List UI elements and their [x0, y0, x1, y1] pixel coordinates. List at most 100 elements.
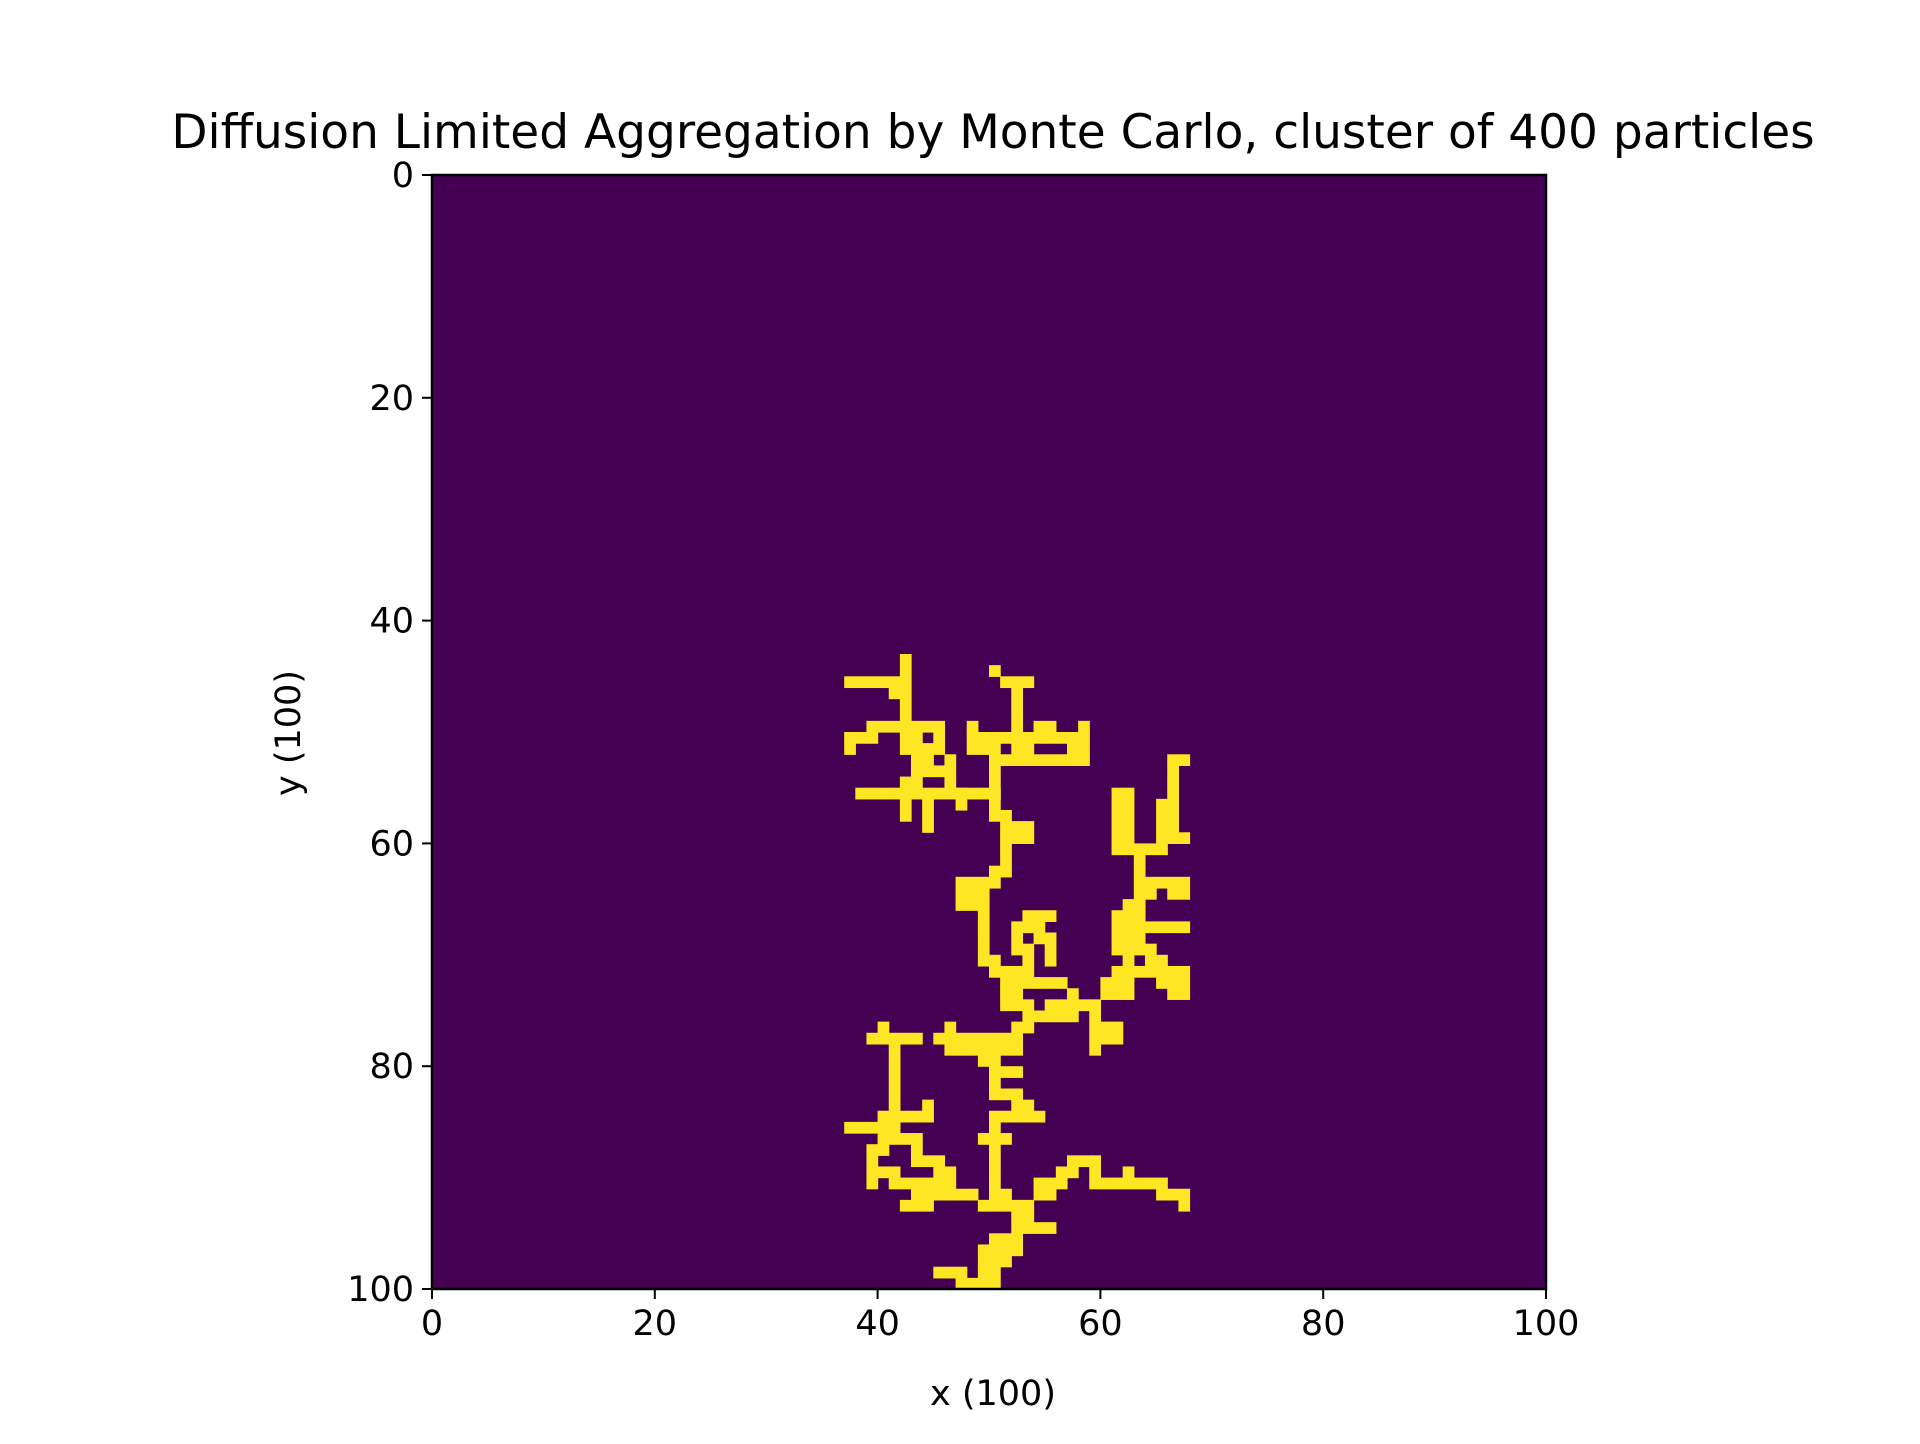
particle-cell	[1055, 1166, 1068, 1179]
particle-cell	[911, 1199, 923, 1212]
particle-cell	[888, 1088, 901, 1101]
particle-cell	[1178, 1188, 1191, 1201]
particle-cell	[922, 1199, 934, 1212]
particle-cell	[1033, 754, 1046, 767]
particle-cell	[955, 1277, 968, 1290]
particle-cell	[1000, 854, 1012, 867]
particle-cell	[922, 754, 934, 767]
particle-cell	[1144, 943, 1157, 956]
particle-cell	[989, 1088, 1001, 1101]
particle-cell	[989, 1110, 1001, 1123]
particle-cell	[877, 1121, 890, 1134]
particle-cell	[922, 1188, 934, 1201]
x-axis-label: x (100)	[930, 1374, 1056, 1414]
particle-cell	[1022, 1222, 1035, 1234]
plot-frame	[430, 173, 1548, 1291]
particle-cell	[1178, 887, 1191, 900]
particle-cell	[1011, 754, 1024, 767]
particle-cell	[989, 732, 1001, 744]
particle-cell	[888, 1077, 901, 1090]
particle-cell	[1111, 843, 1124, 856]
particle-cell	[1022, 1211, 1035, 1223]
particle-cell	[955, 876, 968, 889]
particle-cell	[977, 743, 990, 755]
particle-cell	[1011, 988, 1024, 1000]
y-tick-label: 0	[392, 156, 414, 196]
particle-cell	[899, 1032, 912, 1045]
particle-cell	[1044, 932, 1057, 945]
particle-cell	[866, 1144, 879, 1156]
particle-cell	[911, 765, 923, 778]
particle-cell	[1122, 954, 1135, 967]
particle-cell	[1111, 943, 1124, 956]
particle-cell	[1011, 1244, 1024, 1257]
x-tick-label: 100	[1513, 1304, 1580, 1344]
particle-cell	[1066, 732, 1079, 744]
particle-cell	[1011, 1199, 1024, 1212]
particle-cell	[1055, 754, 1068, 767]
particle-cell	[989, 1133, 1001, 1145]
particle-cell	[1044, 943, 1057, 956]
particle-cell	[1011, 1211, 1024, 1223]
particle-cell	[1011, 1110, 1024, 1123]
particle-cell	[1167, 809, 1179, 822]
particle-cell	[1000, 809, 1012, 822]
particle-cell	[1178, 754, 1191, 767]
particle-cell	[1122, 809, 1135, 822]
particle-cell	[899, 687, 912, 700]
particle-cell	[888, 720, 901, 733]
particle-cell	[977, 1055, 990, 1067]
particle-cell	[944, 1043, 957, 1056]
particle-cell	[1044, 977, 1057, 989]
particle-cell	[1133, 910, 1146, 922]
particle-cell	[1022, 954, 1035, 967]
particle-cell	[844, 676, 856, 689]
particle-cell	[933, 765, 946, 778]
particle-cell	[866, 1155, 879, 1168]
particle-cell	[1022, 732, 1035, 744]
particle-cell	[977, 954, 990, 967]
particle-cell	[899, 798, 912, 811]
particle-cell	[989, 1233, 1001, 1246]
particle-cell	[1122, 899, 1135, 911]
particle-cell	[933, 1155, 946, 1168]
particle-cell	[955, 798, 968, 811]
particle-cell	[1011, 732, 1024, 744]
particle-cell	[1089, 999, 1101, 1012]
particle-cell	[888, 787, 901, 800]
particle-cell	[1011, 1088, 1024, 1101]
particle-cell	[1089, 1043, 1101, 1056]
particle-cell	[866, 787, 879, 800]
particle-cell	[888, 1177, 901, 1190]
particle-cell	[1033, 1222, 1046, 1234]
particle-cell	[977, 876, 990, 889]
x-tick-label: 40	[855, 1304, 900, 1344]
particle-cell	[1111, 798, 1124, 811]
particle-cell	[1022, 1099, 1035, 1112]
particle-cell	[899, 809, 912, 822]
particle-cell	[1133, 876, 1146, 889]
particle-cell	[1055, 999, 1068, 1012]
particle-cell	[1178, 832, 1191, 844]
particle-cell	[1144, 843, 1157, 856]
particle-cell	[989, 965, 1001, 978]
particle-cell	[1156, 843, 1168, 856]
particle-cell	[1144, 921, 1157, 934]
particle-cell	[1033, 1010, 1046, 1023]
particle-cell	[1167, 887, 1179, 900]
particle-cell	[1078, 732, 1090, 744]
particle-cell	[888, 1055, 901, 1067]
particle-cell	[1100, 1177, 1113, 1190]
particle-cell	[933, 1166, 946, 1179]
y-tick-label: 40	[369, 602, 414, 642]
particle-cell	[1089, 1021, 1101, 1034]
particle-cell	[922, 1155, 934, 1168]
particle-cell	[1066, 1155, 1079, 1168]
particle-cell	[1111, 809, 1124, 822]
particle-cell	[1044, 732, 1057, 744]
particle-cell	[866, 732, 879, 744]
particle-cell	[1089, 1155, 1101, 1168]
particle-cell	[877, 1110, 890, 1123]
particle-cell	[1044, 1222, 1057, 1234]
